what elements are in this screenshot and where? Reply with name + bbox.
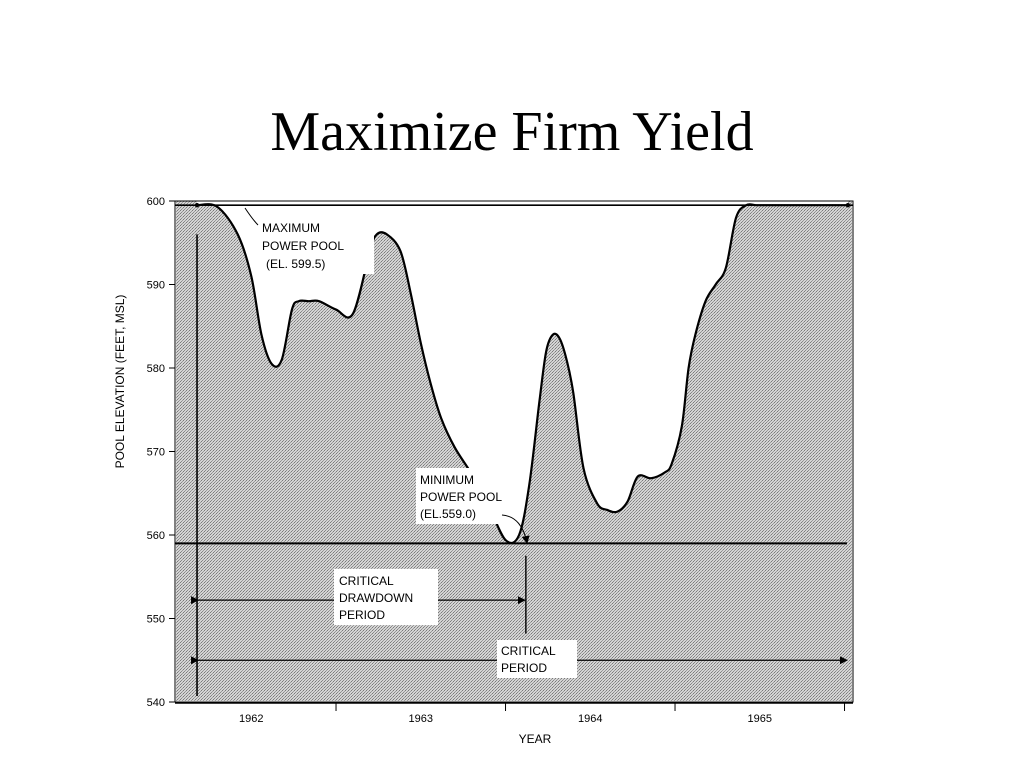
min-pool-label-line: MINIMUM [420, 473, 474, 487]
x-tick-label: 1965 [748, 713, 772, 725]
max-pool-label-box [258, 218, 374, 274]
pool-elevation-area [176, 201, 852, 701]
x-tick-label: 1964 [578, 713, 602, 725]
drawdown-period-label: CRITICAL DRAWDOWN PERIOD [339, 574, 417, 622]
x-axis: 1962 1963 1964 1965 [175, 702, 853, 725]
x-tick-label: 1963 [409, 713, 433, 725]
critical-period-label-box [497, 640, 577, 678]
critical-period-label-line: PERIOD [501, 661, 547, 675]
slide-title: Maximize Firm Yield [270, 101, 754, 163]
max-pool-label-line: POWER POOL [262, 239, 344, 253]
min-pool-leader [501, 514, 530, 544]
x-axis-title: YEAR [519, 732, 552, 746]
curve-end-marker [845, 202, 851, 208]
critical-period-label: CRITICAL PERIOD [501, 644, 559, 675]
drawdown-label-line: PERIOD [339, 608, 385, 622]
min-pool-label-line: POWER POOL [420, 490, 502, 504]
pool-elevation-curve [196, 203, 848, 545]
max-pool-label: MAXIMUM POWER POOL (EL. 599.5) [262, 221, 347, 271]
y-tick-label: 540 [147, 697, 165, 709]
critical-period-label-line: CRITICAL [501, 644, 556, 658]
y-tick-label: 560 [147, 530, 165, 542]
drawdown-label-line: DRAWDOWN [339, 591, 413, 605]
min-pool-label-line: (EL.559.0) [420, 507, 476, 521]
min-pool-label: MINIMUM POWER POOL (EL.559.0) [420, 473, 505, 521]
max-pool-leader [244, 207, 259, 226]
y-axis: 540 550 560 570 580 590 600 [147, 196, 175, 709]
y-tick-label: 590 [147, 280, 165, 292]
drawdown-label-box [334, 569, 438, 625]
max-pool-label-line: MAXIMUM [262, 221, 320, 235]
y-axis-title: POOL ELEVATION (FEET, MSL) [113, 295, 127, 469]
y-tick-label: 570 [147, 447, 165, 459]
drawdown-label-line: CRITICAL [339, 574, 394, 588]
y-tick-label: 550 [147, 614, 165, 626]
x-tick-label: 1962 [239, 713, 263, 725]
max-pool-label-line: (EL. 599.5) [266, 257, 325, 271]
y-tick-label: 600 [147, 196, 165, 208]
y-tick-label: 580 [147, 363, 165, 375]
curve-start-marker [194, 202, 200, 208]
